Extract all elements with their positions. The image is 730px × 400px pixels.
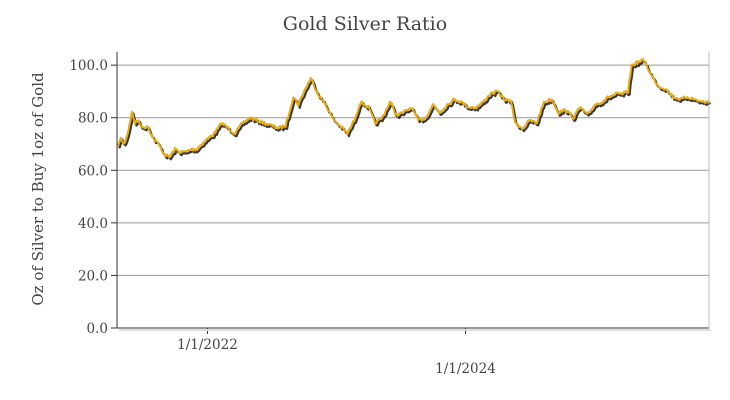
axes: [116, 52, 711, 331]
y-tick-label: 80.0: [78, 111, 108, 127]
y-axis-label: Oz of Silver to Buy 1oz of Gold: [29, 72, 47, 306]
series-line: [116, 58, 710, 159]
series-shadow: [118, 60, 712, 161]
y-axis-ticks: 0.0 20.0 40.0 60.0 80.0 100.0: [69, 58, 117, 337]
y-tick-label: 60.0: [78, 163, 108, 179]
x-axis-ticks: 1/1/2022 1/1/2024: [177, 328, 496, 377]
x-tick-label: 1/1/2024: [435, 361, 496, 377]
y-tick-label: 20.0: [78, 268, 108, 284]
gridlines: [117, 64, 709, 276]
y-tick-label: 100.0: [69, 58, 108, 74]
plot-area: [116, 58, 712, 161]
y-tick-label: 40.0: [78, 216, 108, 232]
y-tick-label: 0.0: [87, 321, 108, 337]
chart-title: Gold Silver Ratio: [283, 13, 447, 35]
x-tick-label: 1/1/2022: [177, 337, 238, 353]
